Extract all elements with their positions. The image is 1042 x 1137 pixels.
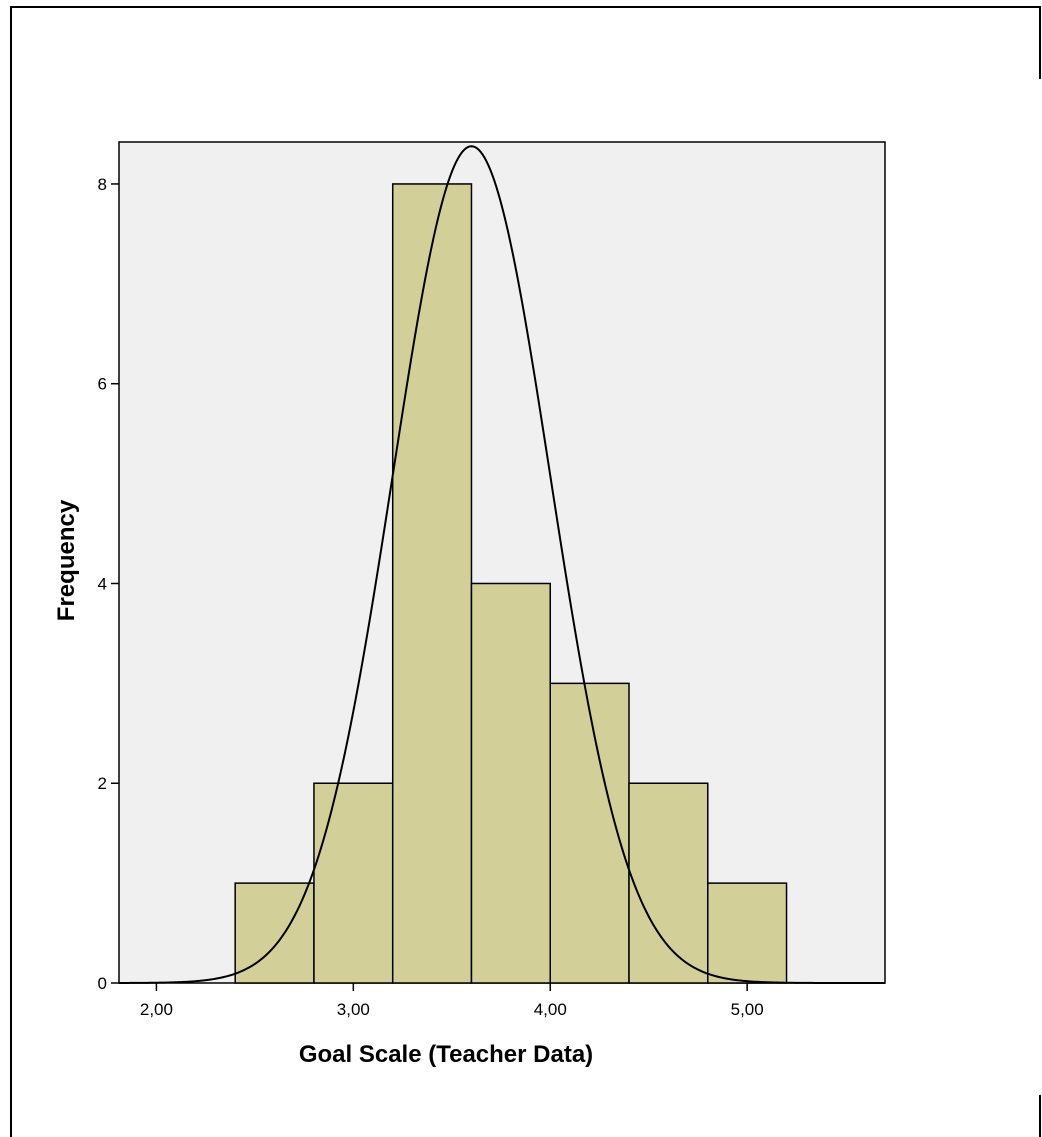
histogram-bar-3: [391, 183, 473, 984]
frame-border-right-top: [1039, 6, 1041, 79]
x-tick-label: 5,00: [731, 1000, 764, 1019]
x-tick-label: 4,00: [534, 1000, 567, 1019]
frame-border-right-bottom: [1039, 1095, 1041, 1137]
bars-group: [234, 183, 788, 984]
frame-border-left: [10, 6, 12, 1137]
y-tick-label: 8: [98, 175, 107, 194]
y-tick-label: 4: [98, 574, 107, 593]
histogram-bar-7: [707, 882, 788, 984]
histogram-bar-5: [549, 682, 630, 984]
y-axis-title: Frequency: [53, 499, 80, 621]
histogram-bar-4: [470, 582, 551, 984]
x-axis-title: Goal Scale (Teacher Data): [299, 1041, 593, 1068]
y-tick-label: 0: [98, 974, 107, 993]
histogram-bar-6: [628, 782, 709, 984]
y-tick-label: 6: [98, 375, 107, 394]
histogram-bar-1: [234, 882, 315, 984]
y-tick-label: 2: [98, 774, 107, 793]
x-tick-label: 3,00: [337, 1000, 370, 1019]
frame-border-top: [10, 6, 1041, 8]
axes-group: 0 2 4 6 8 2,00 3,00 4,00 5,00: [98, 175, 764, 1019]
histogram-bar-2: [313, 782, 394, 984]
x-tick-label: 2,00: [140, 1000, 173, 1019]
normal-curve: [119, 145, 885, 984]
